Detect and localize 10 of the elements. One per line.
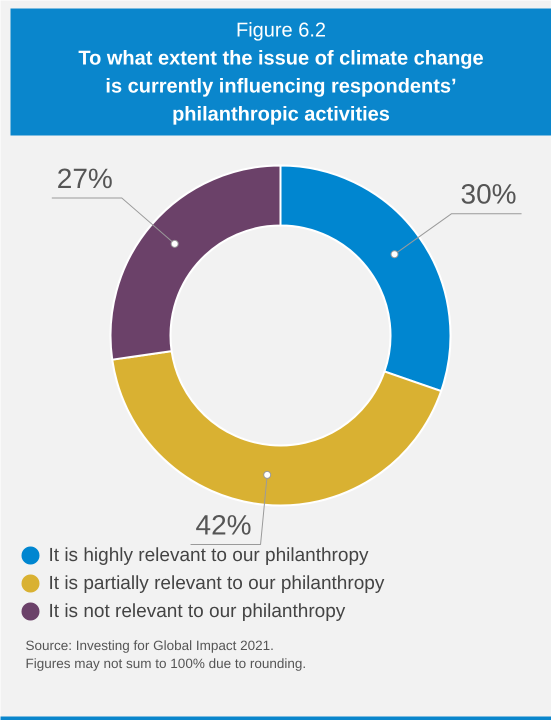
source-note: Source: Investing for Global Impact 2021.: [26, 638, 274, 653]
legend-label: It is partially relevant to our philanthropy: [48, 573, 385, 594]
chart-title: Figure 6.2: [236, 20, 326, 42]
chart-subtitle: To what extent the issue of climate change is currently influencing respondents’ philanthropic activities: [78, 48, 484, 126]
data-label: 30%: [460, 178, 517, 210]
text: Figures may not sum to 100% due to rounding.: [26, 656, 306, 671]
legend-label: It is not relevant to our philanthropy: [48, 601, 346, 622]
legend-label: It is highly relevant to our philanthropy: [48, 545, 370, 566]
data-label: 42%: [196, 510, 252, 541]
data-label: 27%: [56, 162, 113, 194]
